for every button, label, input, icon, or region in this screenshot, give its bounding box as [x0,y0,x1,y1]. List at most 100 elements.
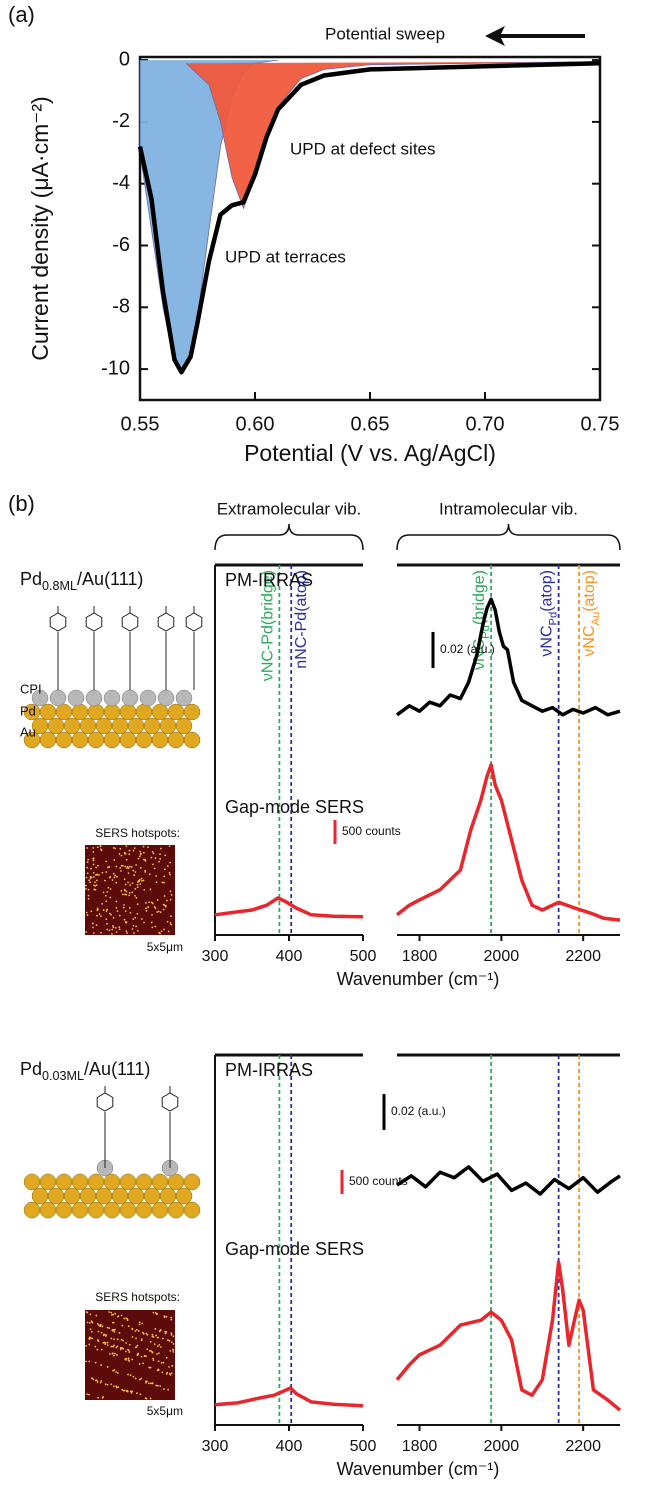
ring [162,1093,178,1111]
hotspot [132,882,134,884]
hotspot [128,894,130,896]
hotspot [86,867,88,869]
hotspot [88,898,90,900]
hotspot [107,887,109,889]
hotspot [125,884,127,886]
hotspot [136,1392,138,1394]
hotspot [107,1366,109,1368]
hotspot [166,1316,168,1318]
hotspot [117,1372,119,1374]
hotspot [168,930,170,932]
hotspot [134,888,136,890]
hotspot [151,1336,153,1338]
hotspot [113,1385,115,1387]
hotspot [94,1346,96,1348]
hotspot [162,1338,164,1340]
hotspot [126,859,128,861]
hotspot [132,918,134,920]
hotspot [124,853,126,855]
hotspot [90,876,92,878]
x-tick-label: 0.55 [121,413,160,435]
hotspot [111,1330,113,1332]
atom [160,718,176,734]
hotspot [99,913,101,915]
x-axis-label: Wavenumber (cm⁻¹) [337,969,500,989]
hotspot [92,858,94,860]
hotspot [124,866,126,868]
hotspot [163,875,165,877]
hotspot [156,881,158,883]
hotspot [141,1356,143,1358]
series-label: Gap-mode SERS [225,1239,364,1259]
x-tick-label: 400 [276,948,303,965]
hotspot [105,918,107,920]
hotspot [150,857,152,859]
hotspot [105,895,107,897]
hotspot [85,885,87,887]
atom [48,718,64,734]
hotspot [120,890,122,892]
hotspot [140,867,142,869]
hotspot [97,1381,99,1383]
atom [152,1174,168,1190]
hotspot [170,1317,172,1319]
hotspot [156,1353,158,1355]
hotspot [110,1338,112,1340]
hotspot [116,931,118,933]
sample-name-sub: 0.8ML [42,579,77,593]
hotspot [129,866,131,868]
atom [40,1174,56,1190]
hotspot [97,907,99,909]
hotspot [152,863,154,865]
curve [397,1262,620,1410]
hotspot [171,1334,173,1336]
atom [88,732,104,748]
atom [136,704,152,720]
hotspot [115,882,117,884]
atom [184,1174,200,1190]
hotspot [137,930,139,932]
hotspot [167,1339,169,1341]
hotspot [143,889,145,891]
hotspot [171,894,173,896]
hotspot [86,847,88,849]
hotspot [137,1353,139,1355]
hotspot [128,867,130,869]
hotspot [133,850,135,852]
hotspot [106,910,108,912]
hotspot [125,930,127,932]
pd-atom [140,690,156,706]
pd-atom [176,690,192,706]
hotspot [88,1361,90,1363]
hotspot [115,1347,117,1349]
hotspot [96,1349,98,1351]
hotspot [134,895,136,897]
hotspot [87,1321,89,1323]
hotspot [97,846,99,848]
atom [88,1174,104,1190]
x-axis-label: Wavenumber (cm⁻¹) [337,1459,500,1479]
hotspot [134,1330,136,1332]
hotspot [161,1362,163,1364]
curve [215,1388,363,1406]
hotspot [93,872,95,874]
hotspot [163,909,165,911]
hotspot [146,1398,148,1400]
reference-label: νNCPd(atop) [539,570,560,657]
annotation: UPD at defect sites [290,139,436,158]
hotspot [158,932,160,934]
hotspot [143,846,145,848]
hotspot [139,883,141,885]
hotspot [169,1340,171,1342]
hotspot [134,917,136,919]
hotspot [113,917,115,919]
hotspot [152,1351,154,1353]
hotspot [151,926,153,928]
ring [158,613,174,631]
hotspot [150,888,152,890]
hotspots-label: SERS hotspots: [95,826,180,840]
hotspot [159,853,161,855]
hotspot [152,1383,154,1385]
x-tick-label: 1800 [402,1438,438,1455]
hotspot [128,1351,130,1353]
